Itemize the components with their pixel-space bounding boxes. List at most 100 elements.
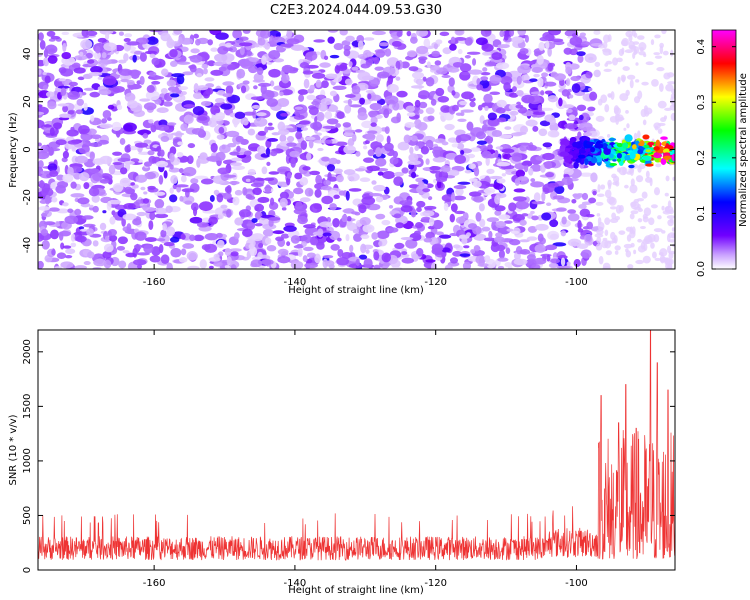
spectrogram-blob-1519: [472, 180, 482, 188]
spectrogram-blob-1937: [93, 51, 101, 60]
spectrogram-blob-1173: [74, 155, 88, 164]
spectrogram-blob-2758: [637, 165, 642, 173]
spectrogram-blob-268: [405, 238, 418, 249]
spectrogram-blob-1536: [350, 211, 359, 215]
spectrogram-blob-1575: [266, 245, 277, 252]
spectrogram-blob-1774: [247, 128, 256, 136]
spectrogram-blob-2584: [214, 97, 225, 103]
spectrogram-blob-2086: [109, 216, 116, 225]
spectrogram-blob-2418: [204, 232, 219, 241]
colorbar-gradient: [711, 29, 737, 270]
spectrogram-blob-2534: [325, 73, 338, 80]
spectrogram-blob-2525: [187, 143, 196, 149]
spectrogram-blob-2633: [641, 191, 648, 199]
spectrogram-blob-2371: [296, 243, 303, 249]
spectrogram-blob-1566: [67, 166, 74, 177]
spectrogram-blob-1528: [566, 261, 571, 266]
spectrogram-blob-1613: [161, 68, 169, 76]
spectrogram-blob-2426: [113, 184, 123, 193]
spectrogram-blob-1445: [119, 177, 131, 187]
spectrogram-blob-1850: [294, 106, 303, 110]
spectrogram-blob-948: [498, 249, 505, 259]
spectrogram-blob-243: [344, 104, 352, 114]
spectrogram-blob-902: [101, 118, 108, 124]
spectrogram-blob-2555: [408, 153, 419, 162]
spectrogram-blob-2053: [102, 250, 112, 259]
spectrogram-blob-2455: [246, 223, 256, 227]
spectrogram-blob-995: [40, 212, 48, 217]
spectrogram-blob-2085: [348, 61, 353, 67]
spectrogram-blob-1993: [194, 175, 209, 180]
spectrogram-blob-2538: [49, 170, 59, 178]
spectrogram-blob-1991: [358, 254, 368, 260]
spectrogram-blob-1994: [319, 221, 333, 228]
spectrogram-blob-2140: [75, 235, 87, 243]
spectrogram-blob-1478: [149, 255, 161, 263]
spectrogram-blob-2223: [454, 30, 465, 36]
spectrogram-blob-2720: [623, 243, 633, 249]
spectrogram-blob-1263: [303, 78, 310, 89]
spectrogram-blob-3220: [609, 153, 614, 159]
spectrogram-blob-55: [409, 146, 414, 155]
spectrogram-blob-2666: [637, 130, 641, 139]
spectrogram-blob-552: [117, 236, 128, 245]
spectrogram-blob-2362: [45, 91, 55, 98]
spectrogram-blob-2598: [261, 258, 274, 266]
spectrogram-blob-2512: [381, 252, 392, 263]
spectrogram-blob-392: [272, 58, 285, 63]
spectrogram-blob-2368: [286, 38, 300, 45]
spectrogram-blob-1277: [154, 98, 162, 105]
spectrogram-blob-2630: [604, 229, 609, 236]
spectrogram-blob-2051: [452, 195, 467, 201]
spectrogram-blob-1318: [121, 217, 126, 227]
spectrogram-blob-2422: [118, 68, 133, 76]
spectrogram-blob-2477: [322, 125, 337, 130]
spectrogram-blob-2141: [519, 125, 529, 134]
spectrogram-blob-1887: [89, 204, 94, 208]
spectrogram-blob-2043: [477, 104, 483, 111]
spectrogram-blob-1872: [327, 36, 335, 44]
spectrogram-blob-337: [450, 257, 458, 264]
spectrogram-blob-2475: [100, 63, 105, 68]
spectrogram-blob-1759: [466, 121, 474, 131]
spectrogram-blob-2739: [667, 245, 671, 253]
spectrogram-blob-4: [190, 177, 199, 184]
spectrogram-blob-2101: [352, 228, 360, 234]
spectrogram-blob-2449: [189, 234, 196, 241]
spectrogram-blob-1718: [210, 47, 218, 52]
spectrogram-blob-2852: [656, 66, 665, 72]
spectrogram-blob-386: [77, 76, 85, 81]
spectrogram-blob-3191: [584, 158, 589, 166]
spectrogram-blob-1420: [589, 91, 598, 101]
spectrogram-blob-3222: [578, 148, 587, 154]
spectrogram-blob-1586: [521, 213, 529, 217]
spectrogram-blob-1505: [566, 108, 573, 114]
spectrogram-blob-1386: [430, 98, 437, 106]
spectrogram-blob-1749: [192, 106, 205, 116]
spectrogram-blob-2032: [38, 32, 44, 41]
spectrogram-y-tick-label-3: 20: [22, 95, 33, 108]
spectrogram-blob-2227: [228, 180, 240, 185]
spectrogram-blob-2035: [242, 30, 251, 34]
spectrogram-blob-3114: [644, 160, 652, 165]
spectrogram-panel: -160 -140 -120 -100 -40 -20 0 20 40 Height of s…: [8, 29, 676, 296]
spectrogram-blob-1781: [90, 65, 103, 74]
spectrogram-blob-1108: [189, 216, 203, 224]
spectrogram-blob-2098: [267, 216, 281, 221]
spectrogram-blob-2645: [595, 243, 603, 251]
spectrogram-blob-2838: [650, 204, 658, 209]
spectrogram-blob-1671: [137, 264, 142, 269]
colorbar-ticks: 0.0 0.1 0.2 0.3 0.4: [696, 39, 736, 277]
spectrogram-blob-2104: [489, 175, 503, 180]
spectrogram-blob-2752: [653, 122, 661, 129]
spectrogram-blob-2404: [67, 91, 80, 100]
spectrogram-blob-1483: [451, 143, 459, 148]
spectrogram-blob-1228: [88, 187, 100, 197]
spectrogram-blob-2102: [547, 230, 560, 241]
spectrogram-blob-2533: [431, 243, 444, 253]
spectrogram-blob-1651: [178, 167, 184, 174]
spectrogram-blob-1788: [174, 184, 189, 188]
spectrogram-blob-1806: [501, 148, 515, 154]
spectrogram-blob-1325: [316, 132, 322, 136]
